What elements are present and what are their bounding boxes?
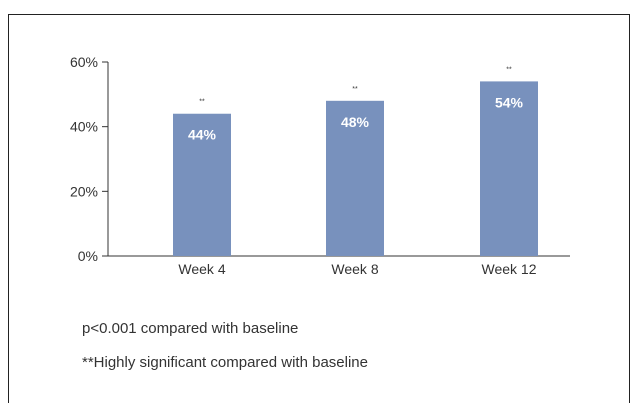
bar	[173, 113, 231, 256]
significance-mark: **	[352, 86, 358, 93]
y-tick-label: 60%	[70, 54, 98, 70]
bar-value-label: 44%	[188, 127, 217, 143]
y-tick-label: 0%	[78, 248, 98, 264]
chart-frame	[8, 14, 630, 403]
bar-value-label: 48%	[341, 114, 370, 130]
footnote-p-value: p<0.001 compared with baseline	[82, 320, 299, 337]
bar	[480, 81, 538, 257]
significance-mark: **	[506, 66, 512, 73]
y-tick-label: 40%	[70, 119, 98, 135]
x-tick-label: Week 8	[331, 261, 378, 277]
bar	[326, 100, 384, 256]
significance-mark: **	[199, 99, 205, 106]
x-tick-label: Week 12	[482, 261, 537, 277]
bar-value-label: 54%	[495, 94, 524, 110]
x-tick-label: Week 4	[178, 261, 225, 277]
y-tick-label: 20%	[70, 183, 98, 199]
footnote-significance: **Highly significant compared with basel…	[82, 354, 368, 371]
